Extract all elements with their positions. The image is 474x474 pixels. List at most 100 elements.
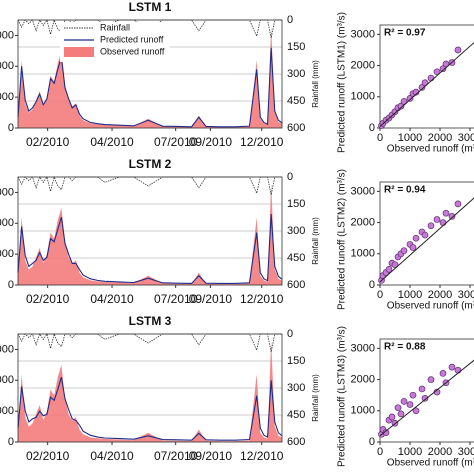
fit-line <box>379 41 474 127</box>
fit-line <box>379 359 474 437</box>
point <box>394 404 402 412</box>
legend-label: Observed runoff <box>100 46 165 56</box>
y-tick-label: 1000 <box>0 405 14 417</box>
point <box>418 385 426 393</box>
y2-tick-label: 450 <box>287 252 305 264</box>
y2-axis-label: Rainfall (mm) <box>311 374 320 422</box>
y2-tick-label: 300 <box>287 225 305 237</box>
x-tick-label: 09/2010 <box>189 292 233 306</box>
y-tick-label: 1000 <box>351 405 375 417</box>
panel-title: LSTM 2 <box>129 157 172 171</box>
x-tick-label: 3000 <box>458 446 474 458</box>
point <box>427 222 435 230</box>
x-tick-label: 1000 <box>398 132 422 144</box>
r-squared: R² = 0.97 <box>384 28 426 39</box>
point <box>439 219 447 226</box>
point <box>400 247 408 255</box>
point <box>439 369 447 377</box>
point <box>427 376 435 383</box>
rainfall-line <box>17 332 282 353</box>
y-tick-label: 1000 <box>0 91 14 103</box>
predicted-line <box>17 47 283 128</box>
y2-tick-label: 450 <box>287 409 305 421</box>
point <box>454 46 462 54</box>
x-tick-label: 3000 <box>458 289 474 301</box>
y-tick-label: 1000 <box>0 248 14 260</box>
point <box>433 216 441 223</box>
point <box>385 266 393 273</box>
y2-tick-label: 600 <box>287 279 305 291</box>
legend-label: Predicted runoff <box>100 34 164 44</box>
rainfall-line <box>17 175 282 196</box>
x-tick-label: 07/2010 <box>154 135 198 149</box>
point <box>442 209 450 217</box>
y-tick-label: 3000 <box>351 185 375 197</box>
point <box>427 74 435 82</box>
x-tick-label: 3000 <box>458 132 474 144</box>
y-tick-label: 0 <box>8 436 14 448</box>
x-tick-label: 0 <box>377 132 383 144</box>
y-tick-label: 3000 <box>351 28 375 40</box>
x-tick-label: 12/2010 <box>240 135 284 149</box>
x-tick-label: 2000 <box>428 446 452 458</box>
x-tick-label: 09/2010 <box>189 135 233 149</box>
y2-tick-label: 0 <box>287 328 293 340</box>
y-tick-label: 1000 <box>351 248 375 260</box>
point <box>397 410 405 418</box>
y-tick-label: 0 <box>8 122 14 134</box>
x-tick-label: 0 <box>377 289 383 301</box>
point <box>454 366 462 374</box>
y-tick-label: 3000 <box>0 343 14 355</box>
point <box>412 234 420 242</box>
plot-frame <box>17 19 283 129</box>
y-tick-label: 0 <box>369 122 375 134</box>
point <box>421 394 429 402</box>
x-tick-label: 07/2010 <box>154 292 198 306</box>
y2-tick-label: 0 <box>287 14 293 26</box>
point <box>421 231 429 239</box>
panel-title: LSTM 1 <box>129 0 172 14</box>
panel-title: LSTM 3 <box>129 314 172 328</box>
point <box>382 429 390 436</box>
y-tick-label: 2000 <box>351 373 375 385</box>
y-tick-label: 3000 <box>0 29 14 41</box>
r-squared: R² = 0.94 <box>384 185 426 196</box>
y-axis-label: Predicted runoff (LSTM1) (m³/s) <box>337 12 348 153</box>
y2-tick-label: 450 <box>287 95 305 107</box>
x-tick-label: 09/2010 <box>189 449 233 463</box>
x-tick-label: 2000 <box>428 289 452 301</box>
plot-frame <box>379 338 474 443</box>
point <box>406 401 414 408</box>
plot-frame <box>17 176 283 286</box>
y2-tick-label: 150 <box>287 198 305 210</box>
point <box>409 244 417 251</box>
y-tick-label: 0 <box>369 279 375 291</box>
observed-area <box>18 26 282 128</box>
y-tick-label: 0 <box>369 436 375 448</box>
point <box>448 212 456 220</box>
y-tick-label: 2000 <box>0 374 14 386</box>
x-tick-label: 1000 <box>398 446 422 458</box>
y2-tick-label: 0 <box>287 171 293 183</box>
x-tick-label: 12/2010 <box>240 449 284 463</box>
point <box>448 363 456 371</box>
y-tick-label: 2000 <box>0 60 14 72</box>
x-tick-label: 02/2010 <box>26 135 70 149</box>
point <box>391 261 399 269</box>
x-axis-label: Observed runoff (m³/s) <box>387 301 474 312</box>
predicted-line <box>17 377 283 441</box>
point <box>409 391 417 399</box>
y2-tick-label: 150 <box>287 41 305 53</box>
fit-line <box>379 197 474 283</box>
point <box>433 68 441 76</box>
x-axis-label: Observed runoff (m³/s) <box>387 458 474 469</box>
x-tick-label: 12/2010 <box>240 292 284 306</box>
y2-tick-label: 150 <box>287 355 305 367</box>
point <box>406 94 414 102</box>
observed-area <box>18 340 282 442</box>
point <box>397 102 405 110</box>
x-tick-label: 07/2010 <box>154 449 198 463</box>
y-tick-label: 3000 <box>0 186 14 198</box>
plot-frame <box>17 333 283 443</box>
r-squared: R² = 0.88 <box>384 342 426 353</box>
